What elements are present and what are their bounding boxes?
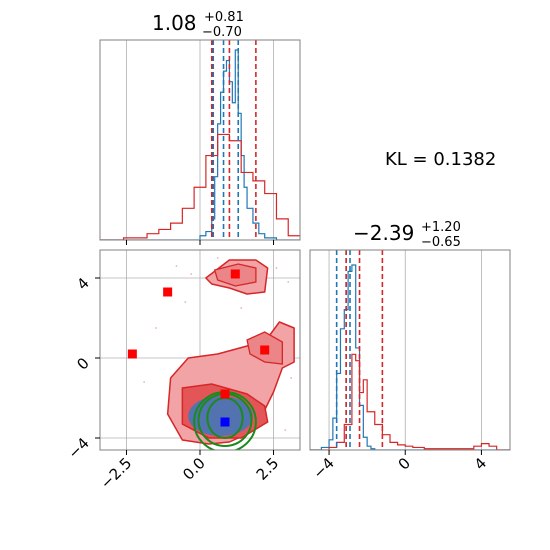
red-marker-4: [220, 389, 230, 399]
joint-xtick-label-1: 0.0: [179, 454, 209, 484]
top-marginal-panel: [99, 39, 301, 245]
faint-sample-6: [240, 307, 243, 309]
faint-sample-10: [284, 429, 287, 431]
right-title-value: −2.39: [353, 221, 414, 245]
right-xtick-label-1: 0: [395, 454, 414, 473]
joint-ytick-label-2: 4: [73, 274, 92, 293]
faint-sample-9: [216, 257, 219, 259]
right-hist-group: [310, 250, 510, 450]
top-title-value: 1.08: [152, 11, 197, 35]
top-title-plus: +0.81: [204, 10, 244, 25]
red-marker-2: [230, 269, 240, 279]
faint-sample-8: [184, 301, 187, 303]
top-hist-series-0: [100, 49, 300, 240]
top-title-minus: −0.70: [202, 25, 242, 40]
faint-sample-11: [290, 377, 293, 379]
blue-contour-fill: [188, 396, 253, 436]
right-xtick-label-0: −4: [310, 454, 338, 482]
right-xtick-label-2: 4: [471, 454, 490, 473]
top-hist-series-1: [100, 133, 300, 240]
joint-contour-panel: −2.5 0.0 2.5 −4 0 4: [64, 249, 301, 493]
joint-ytick-label-0: −4: [64, 434, 92, 462]
right-panel-frame: [309, 249, 511, 451]
top-panel-title: 1.08 +0.81 −0.70: [152, 10, 244, 40]
faint-sample-3: [275, 267, 278, 269]
joint-ytick-label-1: 0: [73, 354, 92, 373]
faint-sample-0: [154, 327, 157, 329]
right-title-minus: −0.65: [421, 235, 461, 250]
joint-content: [127, 257, 296, 450]
kl-label: KL = 0.1382: [385, 149, 496, 170]
right-hist-series-0: [310, 264, 510, 450]
joint-xtick-label-0: −2.5: [97, 454, 135, 492]
faint-sample-2: [190, 273, 193, 275]
right-title-plus: +1.20: [421, 220, 461, 235]
right-hist-series-1: [310, 353, 510, 450]
right-panel-title: −2.39 +1.20 −0.65: [353, 220, 461, 250]
red-marker-1: [163, 287, 173, 297]
blue-marker: [220, 417, 230, 427]
faint-sample-4: [287, 281, 290, 283]
right-marginal-panel: −4 0 4: [309, 249, 511, 482]
faint-sample-7: [143, 381, 146, 383]
joint-xtick-label-2: 2.5: [253, 454, 283, 484]
red-marker-3: [260, 345, 270, 355]
faint-sample-1: [175, 265, 178, 267]
top-hist-group: [100, 40, 300, 240]
red-marker-0: [127, 349, 137, 359]
